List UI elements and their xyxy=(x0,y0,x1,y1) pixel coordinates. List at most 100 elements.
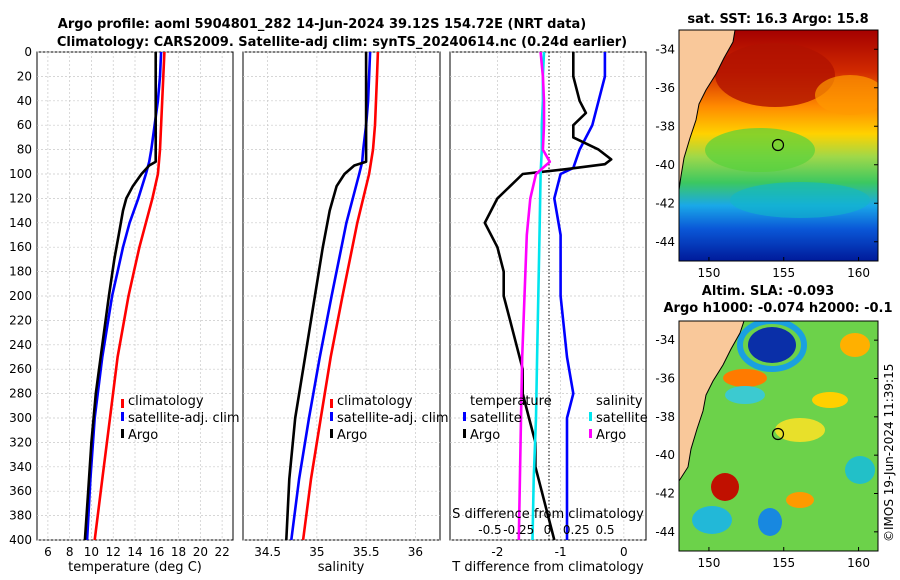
map-x-tick-label: 155 xyxy=(772,556,795,570)
salinity-panel: 34.5 35 35.5 36 salinity climatology satell… xyxy=(242,51,449,575)
t-difference-label: T difference from climatology xyxy=(451,560,644,575)
sla-land xyxy=(679,321,745,482)
s-tick-label: -0.25 xyxy=(503,523,534,537)
y-tick-label: 80 xyxy=(17,143,32,157)
y-tick-label: 40 xyxy=(17,94,32,108)
series-line-climatology xyxy=(93,51,166,541)
legend-label-satellite: satellite-adj. clim xyxy=(337,411,449,426)
x-tick-label: 18 xyxy=(171,545,186,559)
x-tick-label: 14 xyxy=(127,545,142,559)
map-y-tick-label: -44 xyxy=(655,235,675,249)
x-tick-label: 0 xyxy=(620,545,628,559)
map-y-tick-label: -38 xyxy=(655,410,675,424)
sla-argo-marker xyxy=(771,427,785,441)
map-y-tick-label: -42 xyxy=(655,196,675,210)
map-y-tick-label: -44 xyxy=(655,525,675,539)
map-y-tick-label: -36 xyxy=(655,81,675,95)
x-tick-label: -2 xyxy=(491,545,503,559)
legend-label-argo: Argo xyxy=(337,428,367,443)
sla-high-east xyxy=(812,392,848,408)
figure-title-line1: Argo profile: aoml 5904801_282 14-Jun-20… xyxy=(58,17,586,32)
x-tick-label: 35.5 xyxy=(353,545,380,559)
map-y-tick-label: -36 xyxy=(655,372,675,386)
temperature-legend: climatology satellite-adj. clim Argo xyxy=(121,394,240,443)
series-line-salinity-argo xyxy=(517,51,552,541)
sst-map: sat. SST: 16.3 Argo: 15.8 150 155 160 -34 -3… xyxy=(655,12,879,280)
legend-label-climatology: climatology xyxy=(128,394,204,409)
sst-warm-patch xyxy=(815,75,878,115)
sla-high-ne xyxy=(840,333,870,357)
y-tick-label: 300 xyxy=(9,411,32,425)
s-difference-label: S difference from climatology xyxy=(452,507,644,522)
temperature-panel: 6 8 10 12 14 16 18 20 22 0 20 40 60 80 100 120 140 160 18… xyxy=(9,45,240,575)
sst-land xyxy=(679,30,736,191)
y-tick-label: 20 xyxy=(17,69,32,83)
map-x-tick-label: 160 xyxy=(847,556,870,570)
y-tick-label: 140 xyxy=(9,216,32,230)
series-line-temperature-argo xyxy=(483,52,613,541)
x-tick-label: -1 xyxy=(555,545,567,559)
s-tick-label: 0 xyxy=(544,523,552,537)
y-tick-label: 0 xyxy=(24,45,32,59)
legend-title-temperature: temperature xyxy=(470,394,552,409)
sla-blue-south xyxy=(758,508,782,536)
y-tick-label: 240 xyxy=(9,338,32,352)
x-tick-label: 20 xyxy=(193,545,208,559)
y-tick-label: 160 xyxy=(9,240,32,254)
temperature-diff-legend: temperature satellite Argo xyxy=(463,394,552,443)
figure-title-line2: Climatology: CARS2009. Satellite-adj cli… xyxy=(57,35,627,50)
x-tick-label: 10 xyxy=(84,545,99,559)
series-line-temperature-satellite xyxy=(552,52,607,540)
legend-label-satellite: satellite-adj. clim xyxy=(128,411,240,426)
x-tick-label: 6 xyxy=(44,545,52,559)
y-tick-label: 180 xyxy=(9,265,32,279)
y-tick-label: 120 xyxy=(9,191,32,205)
map-y-tick-label: -34 xyxy=(655,42,675,56)
legend-title-salinity: salinity xyxy=(596,394,643,409)
sla-cyan-mid xyxy=(725,386,765,404)
legend-marker-salinity-satellite xyxy=(589,412,592,421)
sla-map-title: Altim. SLA: -0.093 xyxy=(702,284,834,299)
y-tick-label: 60 xyxy=(17,118,32,132)
legend-label-salinity-argo: Argo xyxy=(596,428,626,443)
s-tick-label: -0.5 xyxy=(478,523,501,537)
sla-cyan-sw xyxy=(692,506,732,534)
map-x-tick-label: 155 xyxy=(772,266,795,280)
y-tick-label: 400 xyxy=(9,533,32,547)
y-tick-label: 320 xyxy=(9,435,32,449)
map-x-tick-label: 150 xyxy=(697,266,720,280)
y-tick-label: 260 xyxy=(9,362,32,376)
sla-map-subtitle: Argo h1000: -0.074 h2000: -0.1 xyxy=(663,301,892,316)
salinity-diff-legend: salinity satellite Argo xyxy=(589,394,648,443)
legend-marker-salinity-argo xyxy=(589,429,592,438)
sla-red-eddy xyxy=(711,473,739,501)
series-line-satellite-adj-clim xyxy=(290,51,372,541)
series-line-argo xyxy=(285,52,368,541)
legend-label-argo: Argo xyxy=(470,428,500,443)
salinity-xlabel: salinity xyxy=(318,560,365,575)
sla-map: Altim. SLA: -0.093 Argo h1000: -0.074 h2… xyxy=(655,284,892,570)
legend-marker-argo xyxy=(463,429,466,438)
s-tick-label: 0.5 xyxy=(595,523,614,537)
legend-marker-argo xyxy=(121,429,124,438)
legend-marker-satellite xyxy=(121,412,124,421)
legend-marker-climatology xyxy=(330,399,333,408)
y-tick-label: 100 xyxy=(9,167,32,181)
legend-marker-satellite xyxy=(463,412,466,421)
y-tick-label: 340 xyxy=(9,460,32,474)
x-tick-label: 22 xyxy=(214,545,229,559)
series-line-argo xyxy=(83,52,157,541)
sst-teal-patch xyxy=(730,182,870,218)
x-tick-label: 16 xyxy=(149,545,164,559)
x-tick-label: 34.5 xyxy=(254,545,281,559)
legend-label-climatology: climatology xyxy=(337,394,413,409)
legend-marker-climatology xyxy=(121,399,124,408)
salinity-legend: climatology satellite-adj. clim Argo xyxy=(330,394,449,443)
s-tick-label: 0.25 xyxy=(563,523,590,537)
map-y-tick-label: -40 xyxy=(655,158,675,172)
legend-marker-argo xyxy=(330,429,333,438)
map-y-tick-label: -34 xyxy=(655,333,675,347)
x-tick-label: 12 xyxy=(106,545,121,559)
sla-cyan-se xyxy=(845,456,875,484)
sst-argo-marker xyxy=(771,138,785,152)
